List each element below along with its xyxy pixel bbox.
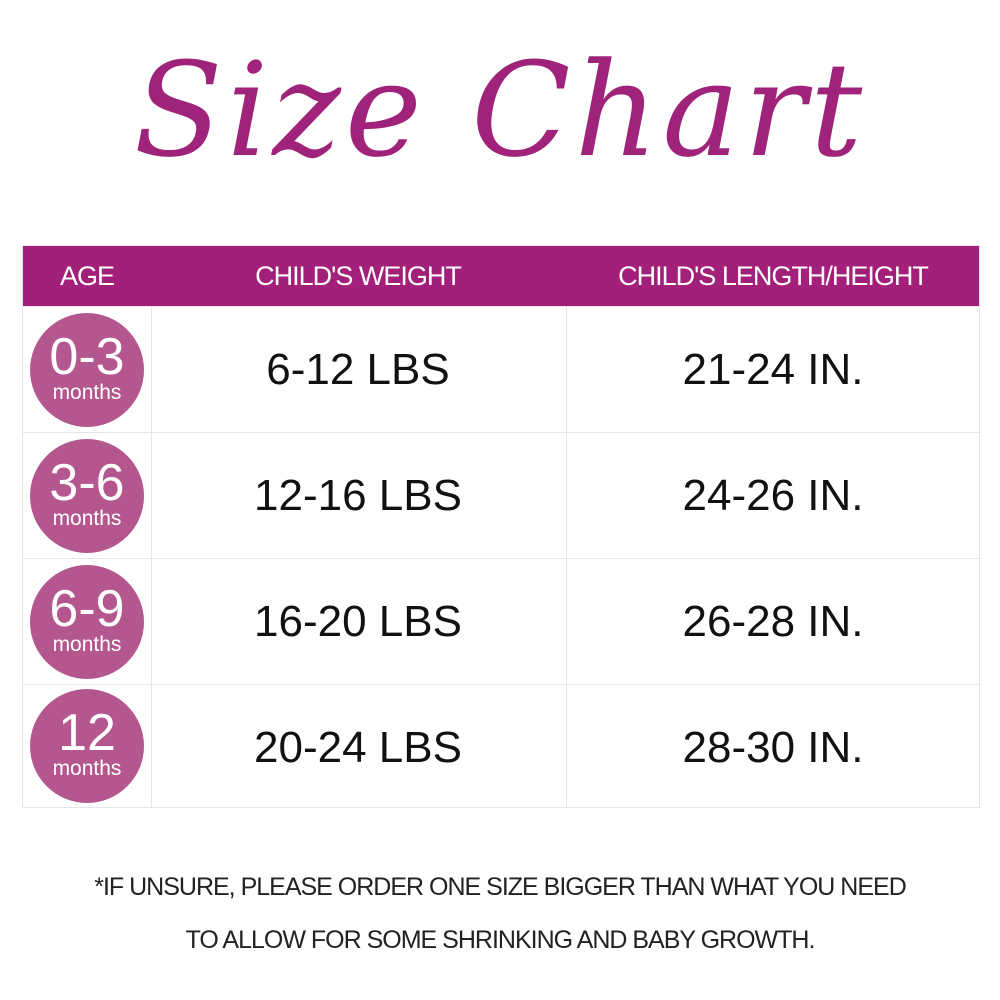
footnote-line-2: TO ALLOW FOR SOME SHRINKING AND BABY GRO… xyxy=(185,926,816,954)
age-value: 0-3 xyxy=(49,328,125,386)
age-value: 6-9 xyxy=(49,580,125,638)
table-header: AGE CHILD'S WEIGHT CHILD'S LENGTH/HEIGHT xyxy=(23,246,979,306)
header-length: CHILD'S LENGTH/HEIGHT xyxy=(618,261,929,291)
length-cell: 28-30 IN. xyxy=(682,723,864,772)
age-unit: months xyxy=(52,757,122,780)
length-cell: 21-24 IN. xyxy=(682,345,864,394)
age-unit: months xyxy=(52,381,122,404)
age-unit: months xyxy=(52,633,122,656)
age-value: 3-6 xyxy=(49,454,125,512)
weight-cell: 16-20 LBS xyxy=(254,597,462,646)
weight-cell: 20-24 LBS xyxy=(254,723,462,772)
age-badge: 6-9 months xyxy=(30,565,144,679)
table-row: 3-6 months 12-16 LBS 24-26 IN. xyxy=(23,432,979,558)
weight-cell: 12-16 LBS xyxy=(254,471,462,520)
length-cell: 26-28 IN. xyxy=(682,597,864,646)
table-row: 0-3 months 6-12 LBS 21-24 IN. xyxy=(23,306,979,432)
column-divider xyxy=(151,306,152,807)
header-age: AGE xyxy=(59,261,115,291)
weight-cell: 6-12 LBS xyxy=(266,345,450,394)
size-table: AGE CHILD'S WEIGHT CHILD'S LENGTH/HEIGHT… xyxy=(22,245,980,808)
age-badge: 12 months xyxy=(30,689,144,803)
footnote-line-1: *IF UNSURE, PLEASE ORDER ONE SIZE BIGGER… xyxy=(94,873,907,901)
age-value: 12 xyxy=(58,704,116,762)
page-title: Size Chart xyxy=(133,34,867,186)
age-badge: 3-6 months xyxy=(30,439,144,553)
table-row: 6-9 months 16-20 LBS 26-28 IN. xyxy=(23,558,979,684)
age-unit: months xyxy=(52,507,122,530)
age-badge: 0-3 months xyxy=(30,313,144,427)
table-row: 12 months 20-24 LBS 28-30 IN. xyxy=(23,684,979,808)
header-weight: CHILD'S WEIGHT xyxy=(255,261,462,291)
length-cell: 24-26 IN. xyxy=(682,471,864,520)
column-divider xyxy=(566,306,567,807)
